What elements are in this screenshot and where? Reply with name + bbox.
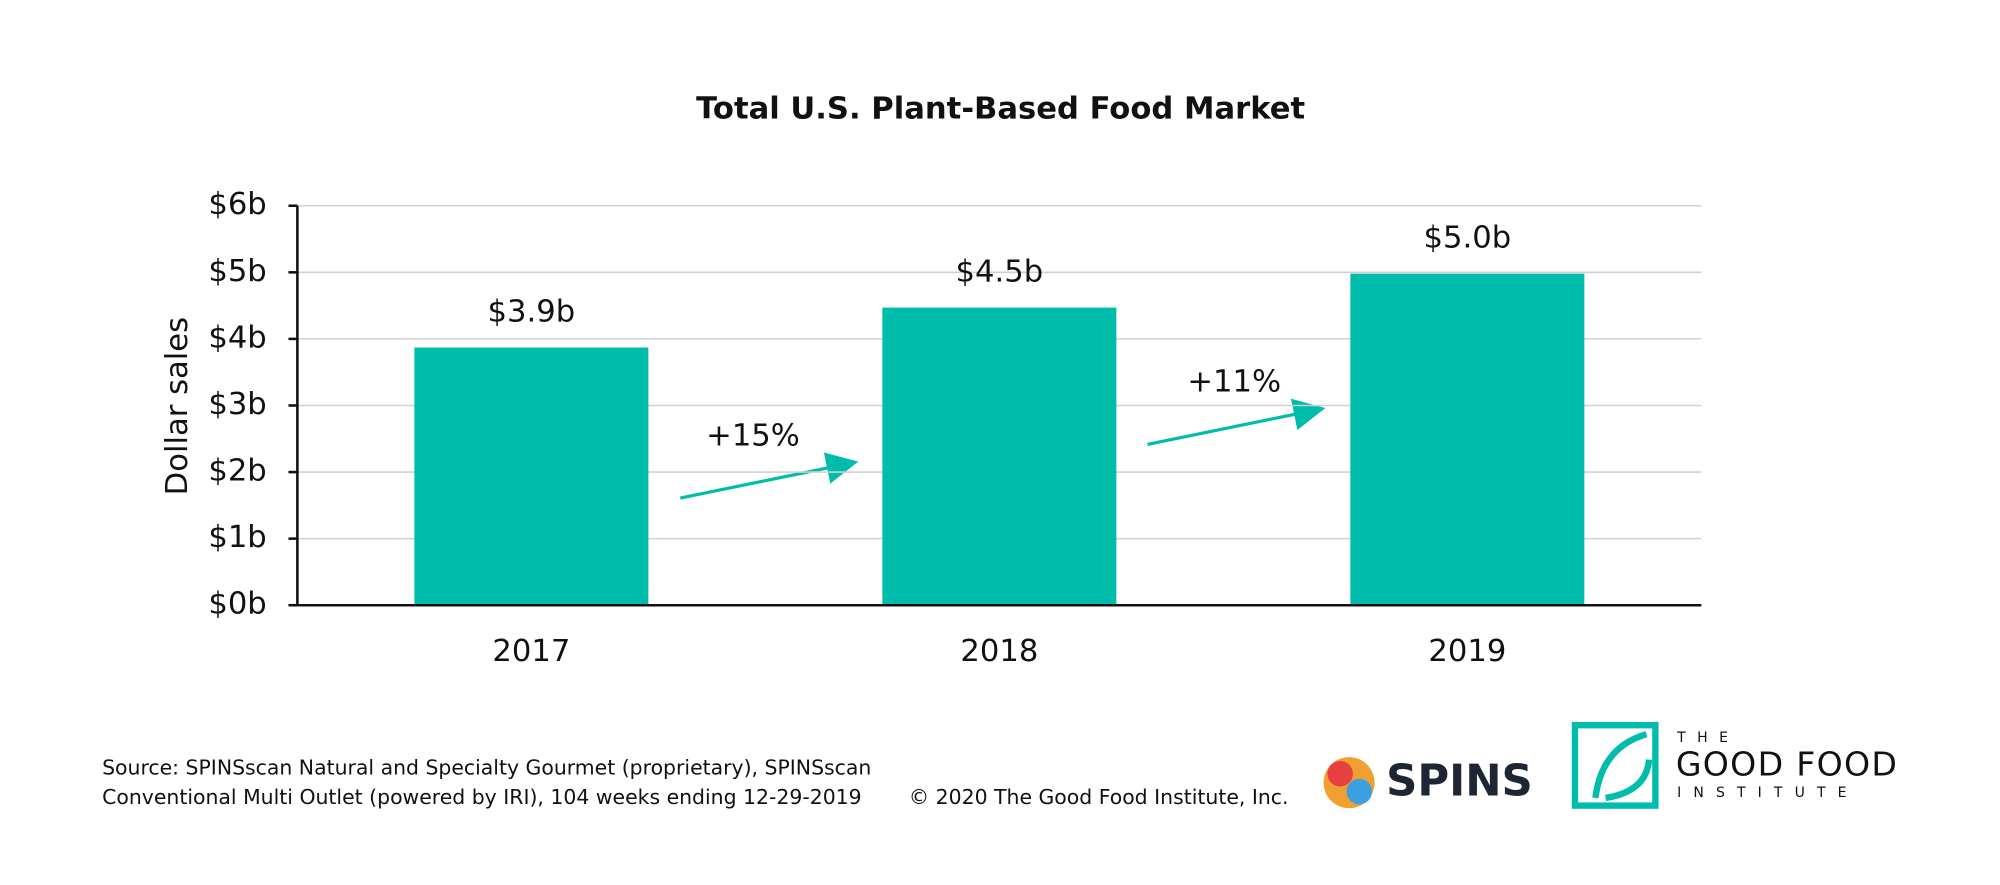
arrow bbox=[679, 452, 859, 500]
bar bbox=[414, 347, 649, 606]
source-text: Source: SPINSscan Natural and Specialty … bbox=[102, 756, 871, 780]
gfi-logo: THE GOOD FOOD INSTITUTE bbox=[1571, 722, 1898, 809]
y-tick-label: $2b bbox=[208, 454, 266, 489]
bar bbox=[1350, 273, 1585, 606]
y-tick-label: $1b bbox=[208, 520, 266, 555]
logo-icon bbox=[1571, 722, 1659, 809]
logo-icon bbox=[1327, 760, 1353, 787]
value-label: $3.9b bbox=[488, 295, 576, 330]
spins-logo: SPINS bbox=[1323, 756, 1533, 809]
arrow bbox=[1147, 398, 1326, 446]
x-tick-label: 2019 bbox=[1428, 634, 1506, 669]
logo-icon bbox=[1592, 731, 1653, 802]
copyright: © 2020 The Good Food Institute, Inc. bbox=[909, 785, 1289, 809]
y-tick-label: $5b bbox=[208, 254, 266, 289]
y-tick-label: $0b bbox=[208, 587, 266, 622]
spins-logo-text: SPINS bbox=[1386, 756, 1533, 806]
value-label: $4.5b bbox=[956, 255, 1044, 290]
chart-title: Total U.S. Plant-Based Food Market bbox=[696, 92, 1305, 127]
x-tick-label: 2018 bbox=[960, 634, 1038, 669]
gfi-logo-text: INSTITUTE bbox=[1677, 785, 1859, 801]
annotation: +11% bbox=[1187, 365, 1281, 400]
value-label: $5.0b bbox=[1424, 221, 1512, 256]
y-tick-label: $4b bbox=[208, 320, 266, 355]
annotation: +15% bbox=[706, 418, 800, 453]
y-axis-label: Dollar sales bbox=[160, 317, 195, 495]
y-tick-label: $6b bbox=[208, 187, 266, 222]
bar bbox=[882, 307, 1117, 606]
source-text: Conventional Multi Outlet (powered by IR… bbox=[102, 785, 862, 809]
x-tick-label: 2017 bbox=[492, 634, 570, 669]
gfi-logo-text: THE bbox=[1676, 730, 1739, 746]
gfi-logo-text: GOOD FOOD bbox=[1676, 745, 1898, 784]
logo-icon bbox=[1346, 778, 1373, 805]
y-tick-label: $3b bbox=[208, 387, 266, 422]
